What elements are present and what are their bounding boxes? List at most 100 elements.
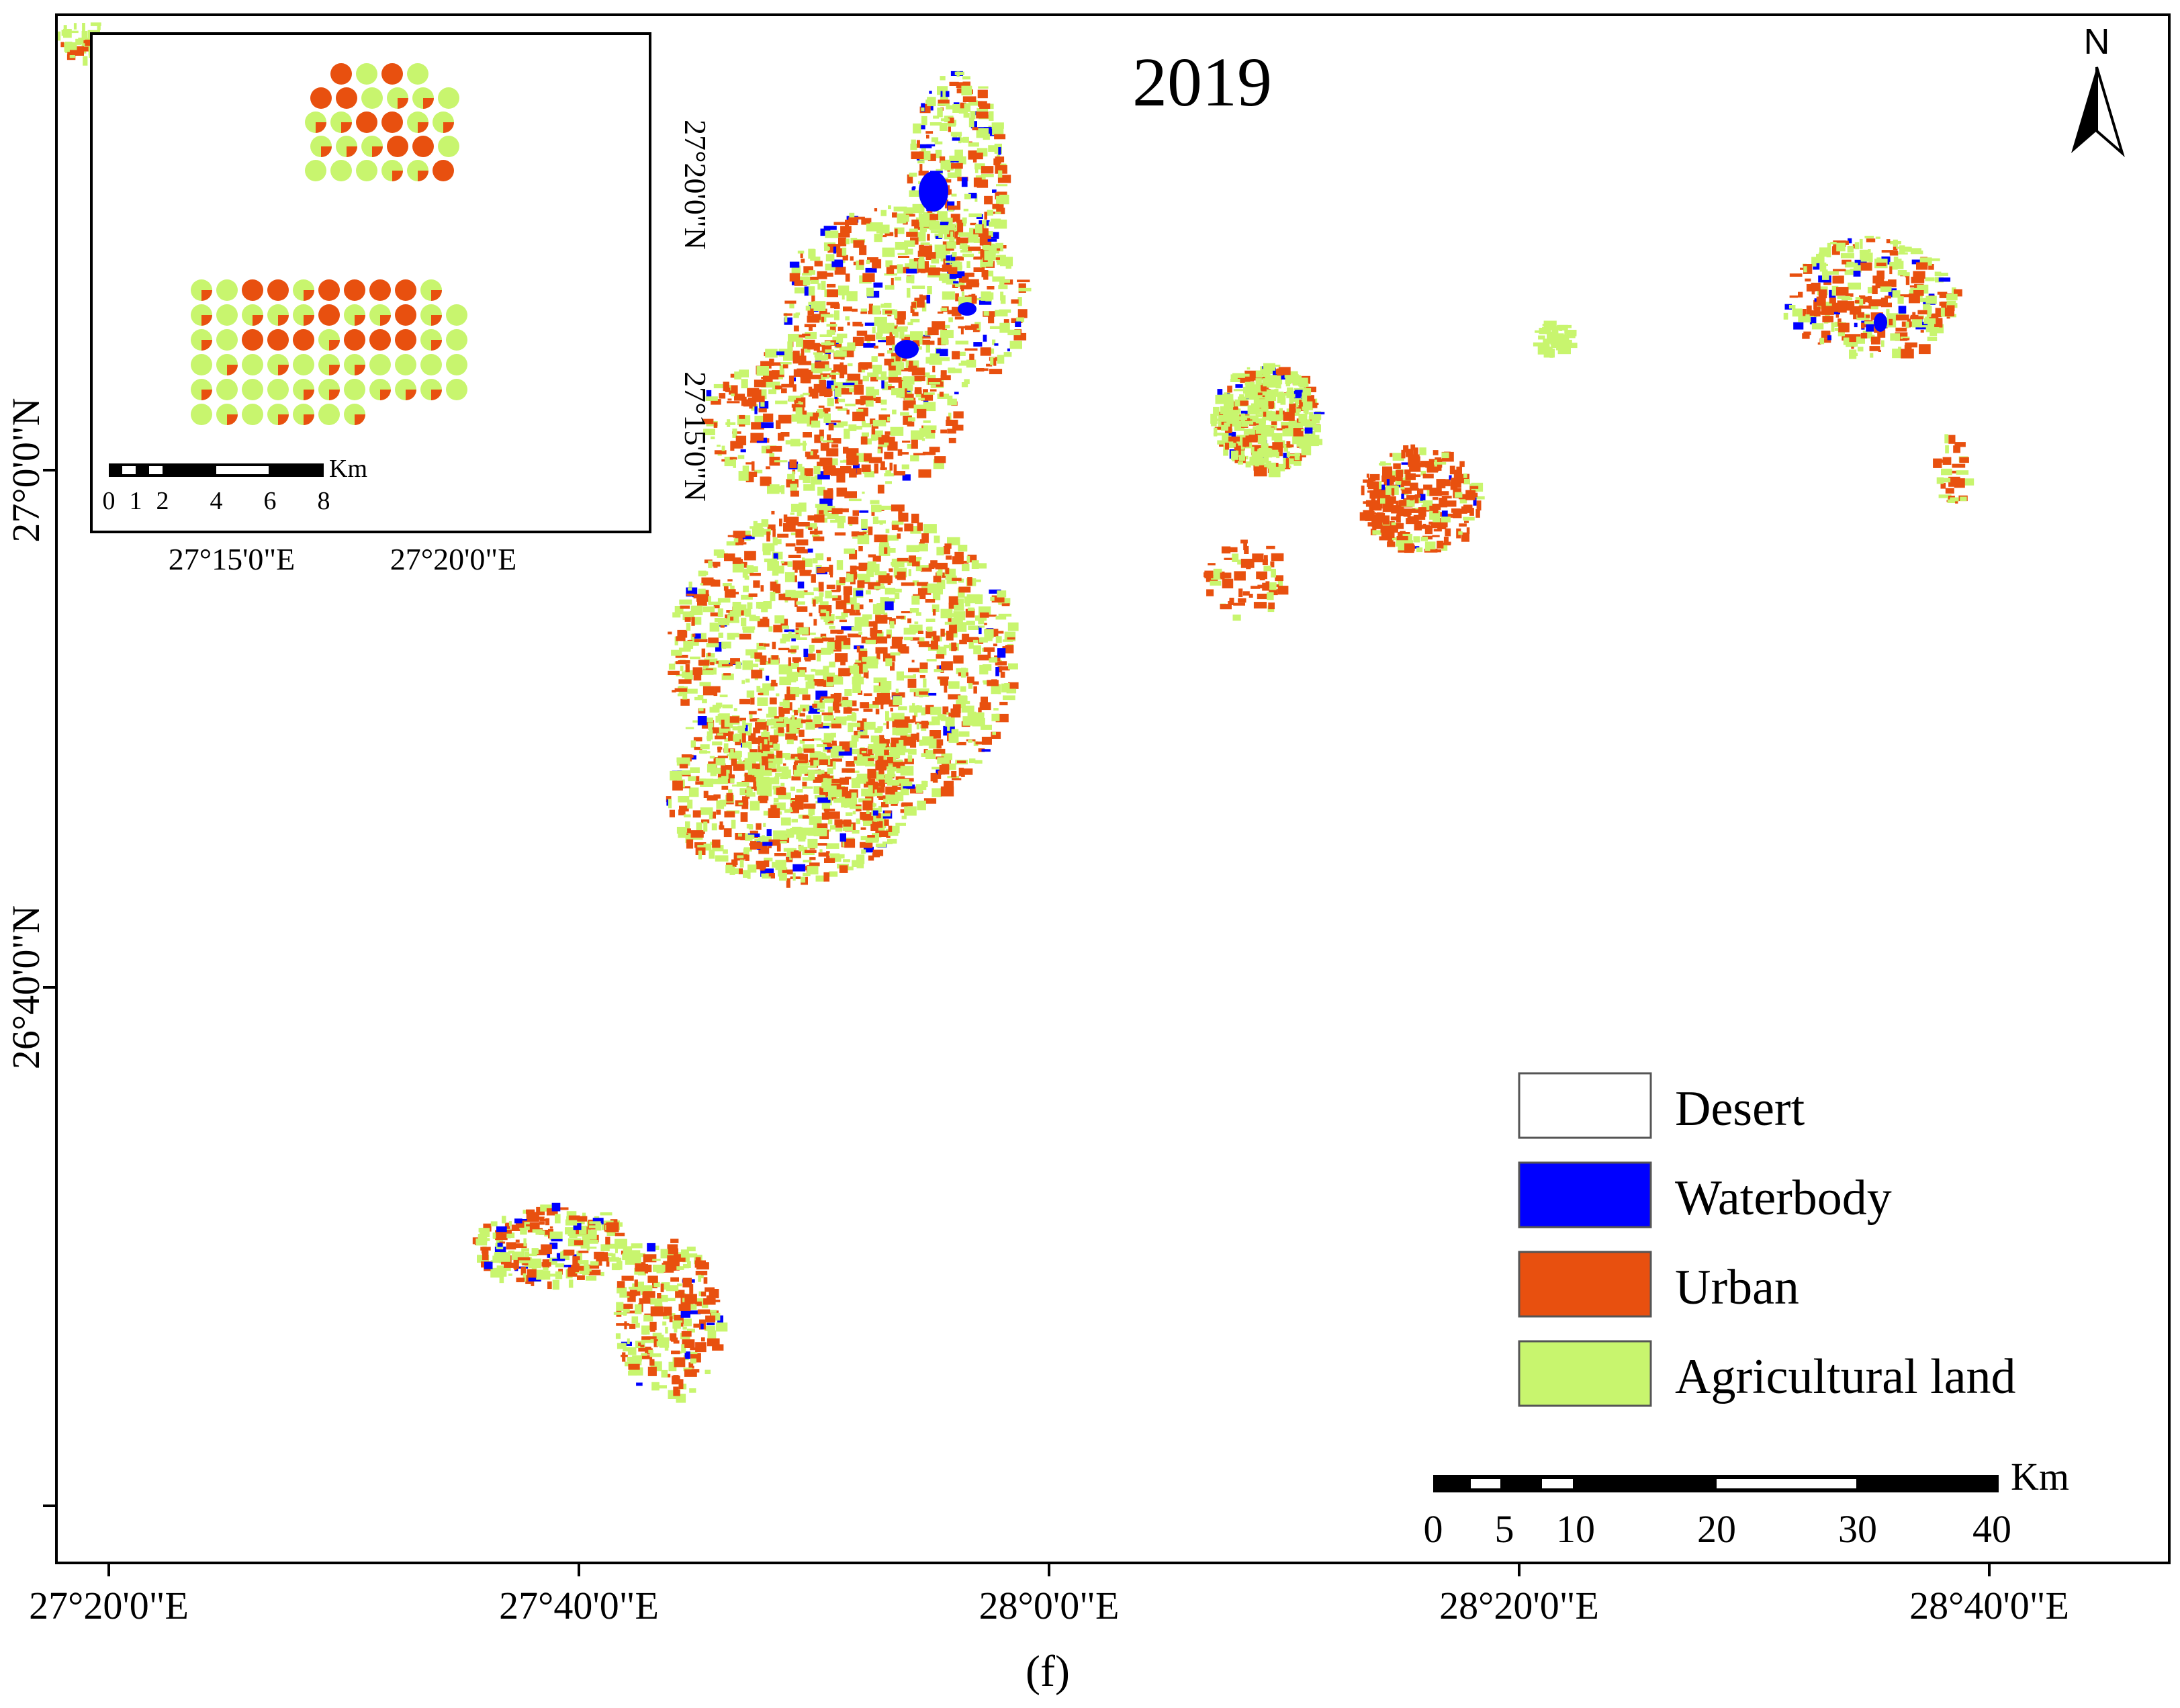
land-cover-patch — [739, 424, 745, 427]
land-cover-patch — [887, 416, 891, 422]
land-cover-patch — [870, 418, 876, 424]
land-cover-patch — [919, 223, 927, 232]
land-cover-patch — [1890, 333, 1900, 341]
land-cover-patch — [1391, 488, 1395, 496]
land-cover-patch — [896, 768, 901, 774]
land-cover-patch — [710, 662, 715, 666]
land-cover-patch — [803, 392, 810, 396]
land-cover-patch — [1897, 252, 1908, 255]
land-cover-patch — [964, 272, 974, 277]
land-cover-patch — [984, 629, 994, 639]
land-cover-patch — [846, 812, 853, 816]
land-cover-patch — [808, 249, 815, 259]
land-cover-patch — [880, 399, 887, 405]
land-cover-patch — [1390, 527, 1398, 533]
land-cover-patch — [859, 245, 867, 255]
land-cover-patch — [770, 768, 780, 772]
land-cover-patch — [994, 343, 999, 346]
land-cover-patch — [676, 757, 680, 763]
land-cover-patch — [731, 393, 735, 397]
land-cover-patch — [698, 660, 710, 666]
land-cover-patch — [635, 1304, 642, 1314]
land-cover-patch — [1938, 494, 1952, 498]
land-cover-patch — [771, 680, 776, 684]
map-year-title: 2019 — [1132, 44, 1272, 121]
land-cover-patch — [871, 504, 882, 512]
land-cover-patch — [776, 693, 780, 696]
land-cover-patch — [778, 711, 785, 717]
land-cover-patch — [640, 1345, 645, 1348]
land-cover-patch — [945, 261, 957, 263]
pivot-field — [242, 279, 263, 301]
land-cover-patch — [827, 420, 841, 422]
land-cover-patch — [738, 759, 742, 764]
land-cover-patch — [1944, 307, 1954, 317]
land-cover-patch — [792, 575, 797, 582]
pivot-field-urban-portion — [431, 290, 442, 301]
land-cover-patch — [1936, 477, 1944, 484]
land-cover-patch — [754, 652, 762, 659]
land-cover-patch — [1246, 367, 1251, 370]
land-cover-patch — [760, 688, 769, 696]
scale-bar-tick: 10 — [1556, 1507, 1595, 1551]
land-cover-patch — [844, 689, 852, 696]
land-cover-patch — [823, 666, 829, 676]
land-cover-patch — [748, 733, 756, 741]
land-cover-patch — [1373, 512, 1377, 515]
land-cover-patch — [940, 118, 950, 122]
land-cover-patch — [666, 1298, 676, 1302]
pivot-field — [433, 160, 454, 181]
land-cover-patch — [677, 1283, 682, 1287]
land-cover-patch — [1424, 541, 1436, 551]
land-cover-patch — [1865, 314, 1870, 318]
land-cover-patch — [1433, 508, 1439, 514]
land-cover-patch — [693, 594, 707, 598]
land-cover-patch — [1279, 408, 1283, 415]
land-cover-patch — [910, 786, 916, 794]
land-cover-patch — [1422, 474, 1434, 479]
land-cover-patch — [946, 416, 950, 422]
land-cover-patch — [874, 815, 877, 822]
land-cover-patch — [864, 820, 872, 824]
land-cover-patch — [756, 842, 768, 849]
land-cover-patch — [862, 656, 869, 662]
land-cover-patch — [504, 1222, 510, 1229]
land-cover-patch — [958, 588, 965, 598]
land-cover-patch — [735, 539, 743, 545]
land-cover-patch — [906, 545, 919, 553]
pivot-field — [318, 279, 340, 301]
land-cover-patch — [823, 490, 833, 500]
land-cover-patch — [839, 388, 853, 395]
land-cover-patch — [721, 664, 733, 667]
pivot-field — [420, 354, 442, 375]
land-cover-patch — [1880, 286, 1892, 292]
land-cover-patch — [773, 744, 780, 750]
land-cover-patch — [962, 716, 976, 726]
land-cover-patch — [694, 746, 702, 750]
land-cover-patch — [884, 442, 889, 446]
land-cover-patch — [1003, 695, 1015, 701]
land-cover-patch — [912, 186, 916, 189]
land-cover-patch — [1390, 516, 1400, 521]
land-cover-patch — [678, 796, 690, 803]
land-cover-patch — [858, 546, 863, 551]
land-cover-patch — [850, 806, 862, 809]
land-cover-patch — [1009, 341, 1022, 349]
land-cover-patch — [921, 780, 927, 791]
land-cover-patch — [983, 244, 990, 251]
land-cover-patch — [778, 723, 784, 733]
land-cover-patch — [1271, 433, 1283, 441]
land-cover-patch — [833, 222, 846, 225]
land-cover-patch — [968, 142, 979, 147]
land-cover-patch — [930, 230, 944, 234]
land-cover-patch — [521, 1248, 529, 1252]
land-cover-patch — [803, 276, 811, 285]
land-cover-patch — [499, 1241, 506, 1244]
land-cover-patch — [811, 638, 823, 643]
land-cover-patch — [887, 582, 891, 585]
land-cover-patch — [715, 735, 727, 739]
land-cover-patch — [968, 641, 974, 649]
land-cover-patch — [834, 653, 848, 662]
land-cover-patch — [915, 565, 922, 572]
land-cover-patch — [955, 293, 959, 302]
